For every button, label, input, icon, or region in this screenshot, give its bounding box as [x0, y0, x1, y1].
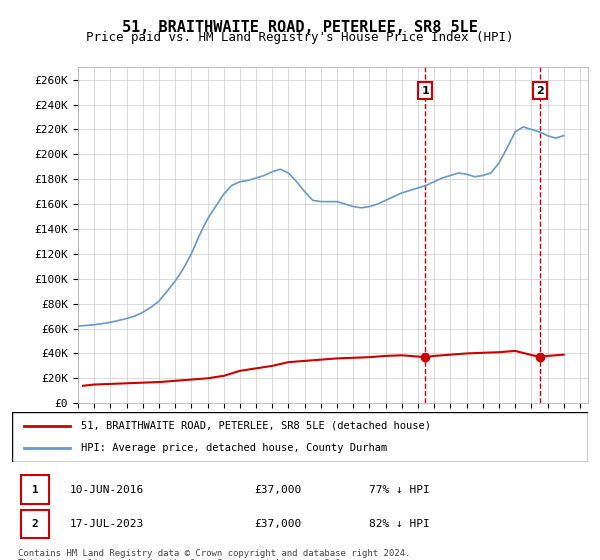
- Text: 17-JUL-2023: 17-JUL-2023: [70, 519, 144, 529]
- Text: £37,000: £37,000: [254, 484, 301, 494]
- FancyBboxPatch shape: [20, 510, 49, 538]
- Text: 2: 2: [536, 86, 544, 96]
- Text: 10-JUN-2016: 10-JUN-2016: [70, 484, 144, 494]
- Text: 51, BRAITHWAITE ROAD, PETERLEE, SR8 5LE: 51, BRAITHWAITE ROAD, PETERLEE, SR8 5LE: [122, 20, 478, 35]
- Text: Price paid vs. HM Land Registry's House Price Index (HPI): Price paid vs. HM Land Registry's House …: [86, 31, 514, 44]
- Text: 77% ↓ HPI: 77% ↓ HPI: [369, 484, 430, 494]
- FancyBboxPatch shape: [12, 412, 588, 462]
- Text: HPI: Average price, detached house, County Durham: HPI: Average price, detached house, Coun…: [81, 443, 388, 453]
- Text: Contains HM Land Registry data © Crown copyright and database right 2024.
This d: Contains HM Land Registry data © Crown c…: [18, 549, 410, 560]
- Text: 1: 1: [421, 86, 429, 96]
- Text: £37,000: £37,000: [254, 519, 301, 529]
- Text: 1: 1: [32, 484, 38, 494]
- FancyBboxPatch shape: [20, 475, 49, 503]
- Text: 2: 2: [32, 519, 38, 529]
- Text: 82% ↓ HPI: 82% ↓ HPI: [369, 519, 430, 529]
- Text: 51, BRAITHWAITE ROAD, PETERLEE, SR8 5LE (detached house): 51, BRAITHWAITE ROAD, PETERLEE, SR8 5LE …: [81, 421, 431, 431]
